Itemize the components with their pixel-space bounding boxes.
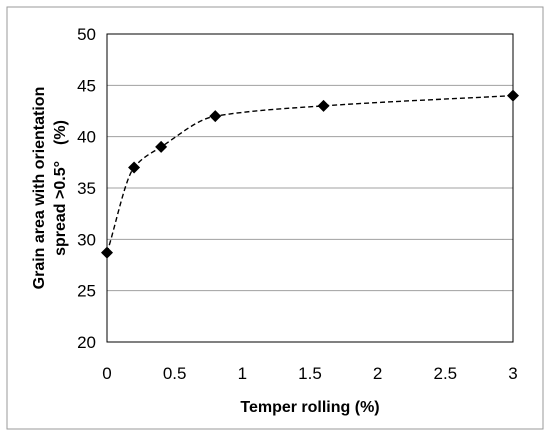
y-tick-label: 35 — [77, 179, 96, 198]
y-tick-label: 30 — [77, 230, 96, 249]
y-axis-title-line-1: Grain area with orientation — [31, 87, 48, 290]
x-tick-label: 1 — [238, 364, 247, 383]
data-point — [209, 110, 222, 123]
x-tick-label: 0 — [102, 364, 111, 383]
y-tick-label: 40 — [77, 128, 96, 147]
data-point — [128, 161, 141, 174]
data-points — [101, 89, 519, 259]
y-tick-label: 50 — [77, 25, 96, 44]
y-tick-label: 25 — [77, 282, 96, 301]
grid-lines — [107, 84, 513, 292]
y-tick-label: 20 — [77, 333, 96, 352]
x-tick-label: 2 — [373, 364, 382, 383]
x-tick-label: 2.5 — [434, 364, 458, 383]
x-tick-label: 1.5 — [298, 364, 322, 383]
y-tick-labels: 20 25 30 35 40 45 50 — [77, 25, 96, 352]
x-tick-label: 0.5 — [163, 364, 187, 383]
x-axis-title: Temper rolling (%) — [240, 399, 379, 416]
x-tick-label: 3 — [508, 364, 517, 383]
data-point — [507, 89, 519, 102]
x-tick-labels: 0 0.5 1 1.5 2 2.5 3 — [102, 364, 517, 383]
fit-curve — [106, 94, 514, 253]
y-tick-label: 45 — [77, 76, 96, 95]
data-point — [317, 99, 330, 112]
data-point — [101, 246, 113, 259]
plot-area — [106, 33, 514, 343]
chart-frame — [6, 6, 544, 430]
y-axis-title: Grain area with orientation spread >0.5°… — [31, 87, 69, 290]
data-point — [155, 140, 168, 153]
y-axis-title-line-2: spread >0.5° (%) — [52, 120, 69, 256]
